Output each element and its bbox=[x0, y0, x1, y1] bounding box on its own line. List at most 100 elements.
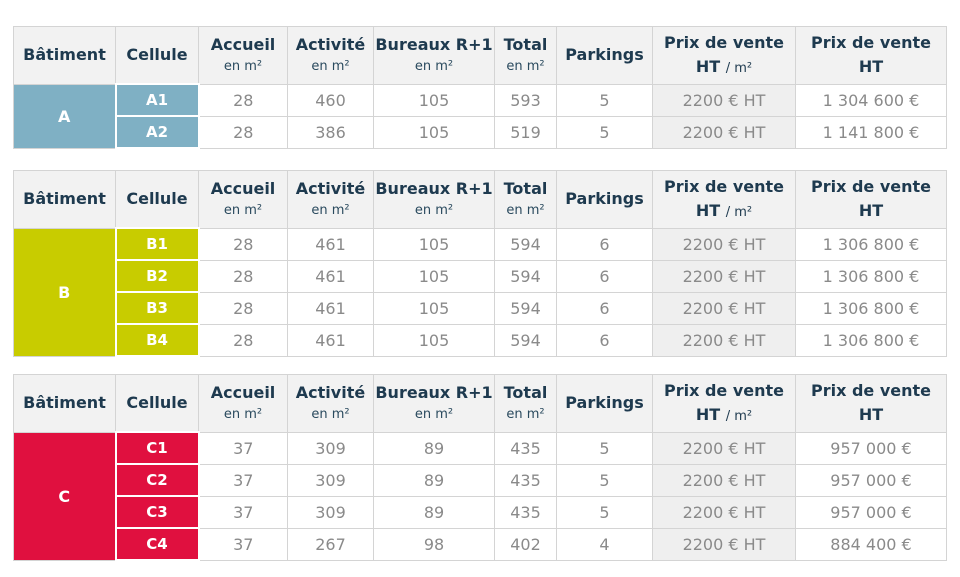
cellule-cell: C2 bbox=[114, 463, 200, 497]
prix-ht-cell: 884 400 € bbox=[795, 527, 947, 561]
unit-label: en m² bbox=[223, 202, 263, 218]
prix-m2-cell: 2200 € HT bbox=[652, 527, 796, 561]
unit-label: en m² bbox=[311, 406, 350, 422]
unit-label: en m² bbox=[506, 202, 545, 218]
header-prix-ht: Prix de vente HT bbox=[795, 170, 947, 229]
activite-cell: 309 bbox=[287, 431, 374, 465]
total-cell: 402 bbox=[494, 527, 557, 561]
bureaux-cell: 89 bbox=[373, 495, 495, 529]
prix-m2-cell: 2200 € HT bbox=[652, 115, 796, 149]
building-b-table: Bâtiment Cellule Accueil en m² Activité en… bbox=[13, 170, 947, 357]
cellule-cell: B2 bbox=[114, 259, 200, 293]
bureaux-cell: 105 bbox=[373, 83, 495, 117]
building-c-table: Bâtiment Cellule Accueil en m² Activité en… bbox=[13, 374, 947, 561]
header-parkings: Parkings bbox=[556, 374, 653, 433]
cellule-cell: A2 bbox=[114, 115, 200, 149]
total-cell: 594 bbox=[494, 323, 557, 357]
header-prix-m2: Prix de vente HT / m² bbox=[652, 170, 796, 229]
parkings-cell: 5 bbox=[556, 495, 653, 529]
prix-ht-cell: 1 306 800 € bbox=[795, 291, 947, 325]
total-cell: 435 bbox=[494, 431, 557, 465]
cellule-cell: B4 bbox=[114, 323, 200, 357]
table-row: C4 37 267 98 402 4 2200 € HT 884 400 € bbox=[14, 527, 947, 561]
table-row: B B1 28 461 105 594 6 2200 € HT 1 306 800 € bbox=[13, 227, 947, 357]
parkings-cell: 5 bbox=[556, 115, 653, 149]
activite-cell: 309 bbox=[287, 463, 374, 497]
unit-label: en m² bbox=[223, 58, 263, 74]
total-cell: 519 bbox=[494, 115, 557, 149]
header-prix-m2: Prix de vente HT / m² bbox=[652, 374, 796, 433]
header-prix-ht: Prix de vente HT bbox=[795, 374, 947, 433]
parkings-cell: 4 bbox=[556, 527, 653, 561]
parkings-cell: 5 bbox=[556, 431, 653, 465]
parkings-cell: 5 bbox=[556, 83, 653, 117]
accueil-cell: 37 bbox=[198, 495, 288, 529]
unit-label: en m² bbox=[414, 406, 454, 422]
accueil-cell: 37 bbox=[198, 527, 288, 561]
unit-label: en m² bbox=[311, 58, 350, 74]
bureaux-cell: 105 bbox=[373, 227, 495, 261]
unit-label: en m² bbox=[506, 58, 545, 74]
header-prix-m2: Prix de vente HT / m² bbox=[652, 26, 796, 85]
header-parkings: Parkings bbox=[556, 170, 653, 229]
unit-label: en m² bbox=[311, 202, 350, 218]
building-label: C bbox=[13, 431, 116, 561]
header-cellule: Cellule bbox=[115, 26, 199, 85]
header-bureaux: Bureaux R+1 en m² bbox=[373, 374, 495, 433]
parkings-cell: 5 bbox=[556, 463, 653, 497]
prix-ht-cell: 957 000 € bbox=[795, 463, 947, 497]
accueil-cell: 28 bbox=[198, 83, 288, 117]
header-accueil: Accueil en m² bbox=[198, 170, 288, 229]
table-row: C C1 37 309 89 435 5 2200 € HT 957 000 € bbox=[13, 431, 947, 561]
activite-cell: 461 bbox=[287, 259, 374, 293]
header-batiment: Bâtiment bbox=[13, 170, 116, 229]
accueil-cell: 28 bbox=[198, 115, 288, 149]
prix-m2-cell: 2200 € HT bbox=[652, 495, 796, 529]
header-bureaux: Bureaux R+1 en m² bbox=[373, 170, 495, 229]
activite-cell: 461 bbox=[287, 323, 374, 357]
activite-cell: 461 bbox=[287, 291, 374, 325]
header-batiment: Bâtiment bbox=[13, 26, 116, 85]
prix-ht-cell: 957 000 € bbox=[795, 431, 947, 465]
table-row: B3 28 461 105 594 6 2200 € HT 1 306 800 € bbox=[14, 291, 947, 325]
activite-cell: 386 bbox=[287, 115, 374, 149]
header-parkings: Parkings bbox=[556, 26, 653, 85]
prix-ht-cell: 957 000 € bbox=[795, 495, 947, 529]
activite-cell: 460 bbox=[287, 83, 374, 117]
header-cellule: Cellule bbox=[115, 374, 199, 433]
total-cell: 593 bbox=[494, 83, 557, 117]
total-cell: 435 bbox=[494, 495, 557, 529]
accueil-cell: 28 bbox=[198, 227, 288, 261]
bureaux-cell: 105 bbox=[373, 323, 495, 357]
prix-m2-cell: 2200 € HT bbox=[652, 323, 796, 357]
header-row: Bâtiment Cellule Accueil en m² Activité en… bbox=[13, 374, 947, 433]
accueil-cell: 28 bbox=[198, 291, 288, 325]
header-row: Bâtiment Cellule Accueil en m² Activité en… bbox=[13, 26, 947, 85]
header-bureaux: Bureaux R+1 en m² bbox=[373, 26, 495, 85]
prix-m2-cell: 2200 € HT bbox=[652, 83, 796, 117]
table-row: A2 28 386 105 519 5 2200 € HT 1 141 800 € bbox=[14, 115, 947, 149]
header-cellule: Cellule bbox=[115, 170, 199, 229]
unit-label: en m² bbox=[414, 58, 454, 74]
cellule-cell: C4 bbox=[114, 527, 200, 561]
parkings-cell: 6 bbox=[556, 323, 653, 357]
accueil-cell: 37 bbox=[198, 463, 288, 497]
header-row: Bâtiment Cellule Accueil en m² Activité en… bbox=[13, 170, 947, 229]
total-cell: 594 bbox=[494, 227, 557, 261]
table-row: C3 37 309 89 435 5 2200 € HT 957 000 € bbox=[14, 495, 947, 529]
header-activite: Activité en m² bbox=[287, 374, 374, 433]
prix-m2-cell: 2200 € HT bbox=[652, 227, 796, 261]
cellule-cell: C1 bbox=[114, 431, 200, 465]
header-prix-ht: Prix de vente HT bbox=[795, 26, 947, 85]
header-total: Total en m² bbox=[494, 374, 557, 433]
table-row: B4 28 461 105 594 6 2200 € HT 1 306 800 € bbox=[14, 323, 947, 357]
prix-ht-cell: 1 306 800 € bbox=[795, 259, 947, 293]
header-accueil: Accueil en m² bbox=[198, 26, 288, 85]
cellule-cell: B1 bbox=[114, 227, 200, 261]
accueil-cell: 37 bbox=[198, 431, 288, 465]
bureaux-cell: 98 bbox=[373, 527, 495, 561]
table-row: B2 28 461 105 594 6 2200 € HT 1 306 800 € bbox=[14, 259, 947, 293]
bureaux-cell: 89 bbox=[373, 431, 495, 465]
parkings-cell: 6 bbox=[556, 259, 653, 293]
prix-m2-cell: 2200 € HT bbox=[652, 259, 796, 293]
